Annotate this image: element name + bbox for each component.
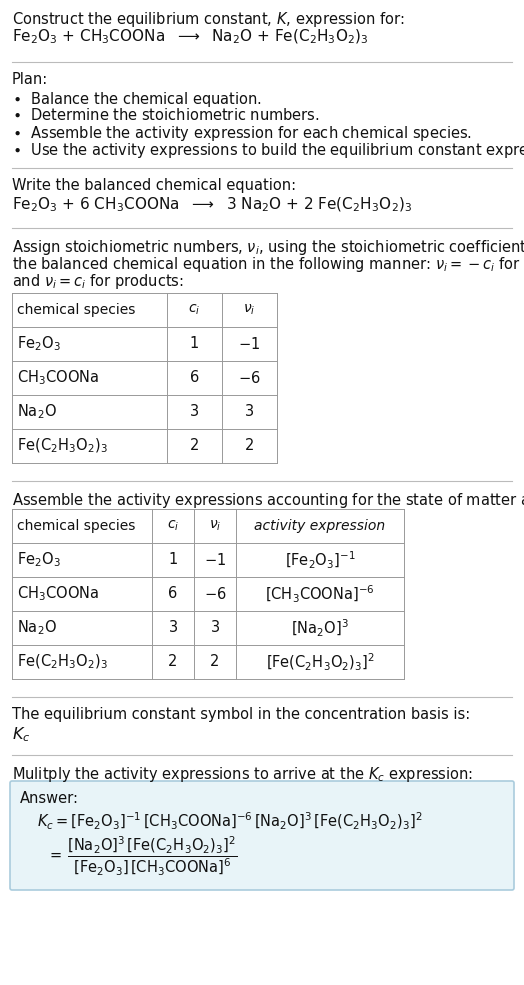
Text: Mulitply the activity expressions to arrive at the $K_c$ expression:: Mulitply the activity expressions to arr…: [12, 765, 473, 784]
Text: 3: 3: [245, 405, 254, 420]
Text: $\nu_i$: $\nu_i$: [209, 519, 221, 533]
Text: 1: 1: [168, 553, 178, 567]
Text: 6: 6: [190, 370, 199, 385]
Text: $-1$: $-1$: [238, 336, 260, 352]
Text: Construct the equilibrium constant, $K$, expression for:: Construct the equilibrium constant, $K$,…: [12, 10, 405, 29]
Text: 2: 2: [210, 654, 220, 670]
Text: $c_i$: $c_i$: [188, 302, 201, 317]
Text: 3: 3: [211, 621, 220, 635]
Text: $\bullet$  Balance the chemical equation.: $\bullet$ Balance the chemical equation.: [12, 90, 262, 109]
Text: Assign stoichiometric numbers, $\nu_i$, using the stoichiometric coefficients, $: Assign stoichiometric numbers, $\nu_i$, …: [12, 238, 524, 257]
Text: 3: 3: [168, 621, 178, 635]
Text: [CH$_3$COONa]$^{-6}$: [CH$_3$COONa]$^{-6}$: [265, 583, 375, 605]
Text: $-6$: $-6$: [238, 370, 261, 386]
Text: the balanced chemical equation in the following manner: $\nu_i = -c_i$ for react: the balanced chemical equation in the fo…: [12, 255, 524, 274]
Text: $\bullet$  Use the activity expressions to build the equilibrium constant expres: $\bullet$ Use the activity expressions t…: [12, 141, 524, 160]
Text: [Fe$_2$O$_3$]$^{-1}$: [Fe$_2$O$_3$]$^{-1}$: [285, 550, 355, 570]
Text: chemical species: chemical species: [17, 519, 135, 533]
Text: The equilibrium constant symbol in the concentration basis is:: The equilibrium constant symbol in the c…: [12, 707, 470, 722]
Text: $\bullet$  Assemble the activity expression for each chemical species.: $\bullet$ Assemble the activity expressi…: [12, 124, 472, 143]
Text: Fe(C$_2$H$_3$O$_2$)$_3$: Fe(C$_2$H$_3$O$_2$)$_3$: [17, 653, 108, 671]
Text: Fe$_2$O$_3$: Fe$_2$O$_3$: [17, 335, 61, 354]
Text: [Na$_2$O]$^3$: [Na$_2$O]$^3$: [291, 618, 349, 638]
Text: CH$_3$COONa: CH$_3$COONa: [17, 368, 99, 387]
Text: Fe$_2$O$_3$ + CH$_3$COONa  $\longrightarrow$  Na$_2$O + Fe(C$_2$H$_3$O$_2$)$_3$: Fe$_2$O$_3$ + CH$_3$COONa $\longrightarr…: [12, 28, 368, 46]
Text: $K_c$: $K_c$: [12, 725, 30, 744]
Text: Fe(C$_2$H$_3$O$_2$)$_3$: Fe(C$_2$H$_3$O$_2$)$_3$: [17, 436, 108, 455]
Text: $K_c = [\mathrm{Fe_2O_3}]^{-1}\,[\mathrm{CH_3COONa}]^{-6}\,[\mathrm{Na_2O}]^3\,[: $K_c = [\mathrm{Fe_2O_3}]^{-1}\,[\mathrm…: [37, 811, 423, 832]
Text: [Fe(C$_2$H$_3$O$_2$)$_3$]$^2$: [Fe(C$_2$H$_3$O$_2$)$_3$]$^2$: [266, 651, 374, 673]
Text: $\bullet$  Determine the stoichiometric numbers.: $\bullet$ Determine the stoichiometric n…: [12, 107, 320, 123]
Text: Na$_2$O: Na$_2$O: [17, 403, 57, 422]
Text: 1: 1: [190, 337, 199, 352]
Text: $= \,\dfrac{[\mathrm{Na_2O}]^3\,[\mathrm{Fe(C_2H_3O_2)_3}]^2}{[\mathrm{Fe_2O_3}]: $= \,\dfrac{[\mathrm{Na_2O}]^3\,[\mathrm…: [47, 835, 237, 879]
Text: 2: 2: [245, 438, 254, 453]
Text: Assemble the activity expressions accounting for the state of matter and $\nu_i$: Assemble the activity expressions accoun…: [12, 491, 524, 510]
Text: 2: 2: [168, 654, 178, 670]
Text: chemical species: chemical species: [17, 303, 135, 317]
Text: Plan:: Plan:: [12, 72, 48, 87]
Text: Answer:: Answer:: [20, 791, 79, 806]
Text: and $\nu_i = c_i$ for products:: and $\nu_i = c_i$ for products:: [12, 272, 184, 291]
Text: activity expression: activity expression: [255, 519, 386, 533]
Text: Write the balanced chemical equation:: Write the balanced chemical equation:: [12, 178, 296, 193]
Text: 2: 2: [190, 438, 199, 453]
Text: CH$_3$COONa: CH$_3$COONa: [17, 585, 99, 604]
Text: $\nu_i$: $\nu_i$: [243, 302, 256, 317]
Text: 6: 6: [168, 586, 178, 602]
Text: $-6$: $-6$: [204, 586, 226, 602]
FancyBboxPatch shape: [10, 781, 514, 890]
Text: Fe$_2$O$_3$ + 6 CH$_3$COONa  $\longrightarrow$  3 Na$_2$O + 2 Fe(C$_2$H$_3$O$_2$: Fe$_2$O$_3$ + 6 CH$_3$COONa $\longrighta…: [12, 196, 412, 215]
Text: Fe$_2$O$_3$: Fe$_2$O$_3$: [17, 551, 61, 569]
Text: Na$_2$O: Na$_2$O: [17, 619, 57, 637]
Text: $-1$: $-1$: [204, 552, 226, 568]
Text: 3: 3: [190, 405, 199, 420]
Text: $c_i$: $c_i$: [167, 519, 179, 533]
